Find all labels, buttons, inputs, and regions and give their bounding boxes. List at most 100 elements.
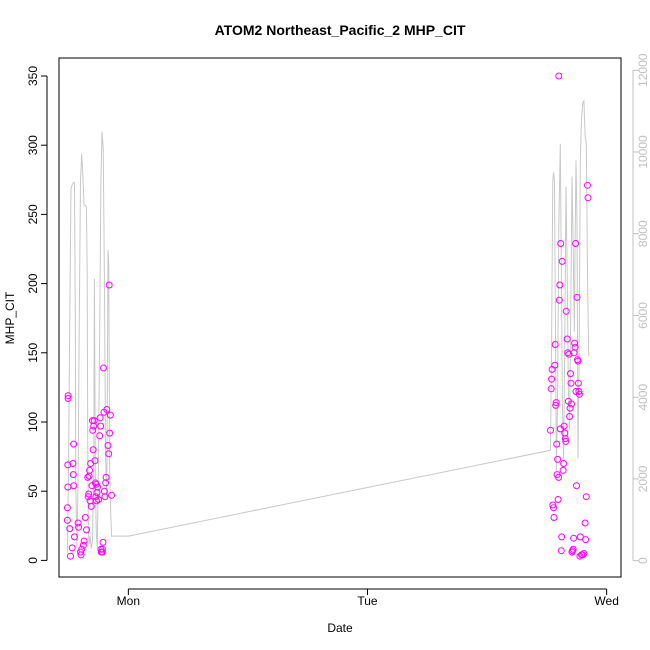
data-point [95, 496, 102, 503]
data-point [70, 482, 78, 490]
data-point [551, 361, 559, 369]
data-point [580, 550, 588, 557]
data-point [90, 417, 98, 425]
data-point [84, 493, 92, 501]
data-point [565, 350, 573, 358]
data-point [97, 422, 105, 430]
x-axis-label: Date [327, 621, 353, 635]
data-point [100, 364, 107, 372]
plot-border [58, 57, 622, 578]
y2-tick-label: 6000 [636, 302, 650, 329]
data-point [96, 432, 104, 440]
data-point [66, 525, 74, 533]
data-point [575, 390, 583, 398]
data-point [78, 545, 86, 553]
chart-title: ATOM2 Northeast_Pacific_2 MHP_CIT [215, 22, 466, 38]
x-axis: Mon Tue Wed [117, 588, 619, 608]
data-point [101, 493, 109, 501]
y-axis-label: MHP_CIT [3, 291, 17, 344]
data-point [550, 514, 558, 521]
data-point [74, 519, 82, 527]
data-point [70, 440, 78, 448]
data-point [68, 544, 76, 552]
data-point [87, 502, 95, 510]
data-point [105, 450, 113, 458]
data-point [561, 435, 569, 443]
data-point [560, 422, 568, 430]
data-point [570, 534, 578, 542]
data-point [557, 240, 565, 247]
data-point [576, 533, 584, 541]
y-axis-left: 0 50 100 150 200 250 300 350 [26, 66, 48, 564]
data-point [582, 536, 590, 544]
data-point [562, 307, 570, 315]
data-point [550, 504, 558, 512]
data-point [574, 379, 582, 387]
x-tick-label: Mon [117, 594, 140, 608]
data-point [582, 493, 590, 501]
data-point [567, 379, 575, 387]
data-point [568, 400, 575, 408]
data-point [558, 533, 566, 541]
data-point [83, 526, 90, 534]
data-point [571, 339, 579, 347]
x-tick-label: Tue [357, 594, 378, 608]
data-point [71, 533, 78, 541]
data-point [85, 490, 93, 498]
data-point [64, 392, 72, 400]
data-point [569, 545, 577, 553]
data-point [94, 483, 101, 491]
data-point [91, 479, 99, 487]
data-point [85, 472, 93, 480]
data-point [96, 414, 104, 422]
data-point [63, 516, 71, 524]
y2-tick-label: 4000 [636, 384, 650, 411]
y-tick-label: 150 [26, 342, 40, 362]
y2-tick-label: 2000 [636, 465, 650, 492]
data-point [566, 413, 574, 420]
data-point [558, 257, 566, 265]
data-point [104, 442, 112, 449]
data-point [106, 411, 114, 419]
data-point [79, 541, 87, 549]
y-tick-label: 300 [26, 135, 40, 155]
data-point [554, 496, 562, 503]
data-point [80, 537, 88, 545]
data-point [579, 551, 587, 559]
data-point [102, 473, 110, 481]
data-point [552, 399, 560, 407]
data-point [98, 548, 106, 556]
data-point [581, 519, 589, 527]
x-tick-label: Wed [594, 594, 618, 608]
data-point [555, 296, 563, 304]
data-point [84, 473, 92, 481]
data-point [575, 388, 583, 395]
y-tick-label: 200 [26, 273, 40, 293]
data-point [105, 281, 113, 289]
data-point [63, 504, 71, 512]
data-point [75, 523, 83, 531]
data-point [562, 437, 570, 445]
data-point [108, 491, 116, 499]
data-point [93, 497, 100, 505]
y-tick-label: 250 [26, 204, 40, 224]
scatter-series [63, 72, 592, 560]
data-point [557, 547, 565, 555]
data-point [553, 440, 561, 448]
data-point [93, 489, 101, 497]
y2-tick-label: 10000 [636, 135, 650, 169]
data-point [87, 460, 95, 467]
data-point [555, 72, 563, 80]
data-point [69, 471, 77, 479]
data-point [549, 501, 557, 509]
data-point [89, 426, 97, 434]
y-tick-label: 350 [26, 66, 40, 86]
data-point [81, 514, 89, 521]
data-point [574, 357, 582, 365]
data-point [69, 460, 77, 467]
data-point [103, 406, 111, 413]
data-point [573, 293, 581, 301]
data-point [584, 194, 592, 202]
data-point [572, 240, 580, 247]
